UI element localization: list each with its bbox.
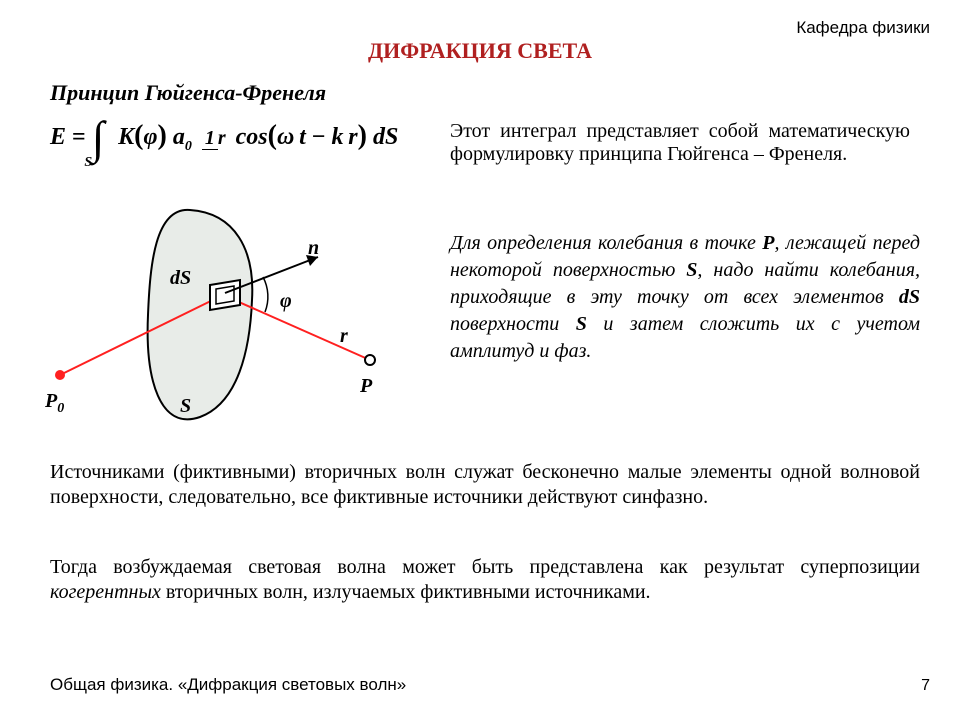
txt: вторичных волн, излучаемых фиктивными ис…: [161, 581, 651, 603]
dS: dS: [373, 124, 398, 150]
footer-text: Общая физика. «Дифракция световых волн»: [50, 675, 406, 695]
page-title: ДИФРАКЦИЯ СВЕТА: [0, 38, 960, 64]
r2: r: [348, 124, 357, 150]
angle-phi: [263, 277, 268, 312]
point-p0: [55, 370, 65, 380]
label-s: S: [180, 395, 191, 418]
integral-formula: E = ∫S K(φ) a0 1r cos(ω t − k r) dS: [50, 120, 398, 155]
frac-num: 1: [202, 127, 218, 150]
integral-sub: S: [84, 155, 92, 170]
sym-S: S: [686, 259, 697, 281]
subtitle: Принцип Гюйгенса-Френеля: [50, 80, 326, 106]
integral-sign: ∫: [92, 122, 105, 154]
label-p: P: [360, 375, 372, 398]
paragraph-sources: Источниками (фиктивными) вторичных волн …: [50, 460, 920, 510]
phi: φ: [143, 124, 157, 150]
point-p: [365, 355, 375, 365]
t: t: [299, 124, 306, 150]
header-department: Кафедра физики: [796, 18, 930, 38]
fraction: 1r: [202, 128, 226, 148]
sym-P: P: [762, 232, 774, 254]
frac-den: r: [218, 127, 226, 149]
cos: cos: [236, 124, 268, 150]
eq: =: [72, 124, 92, 150]
paragraph-integral-desc: Этот интеграл представляет собой математ…: [450, 120, 910, 166]
lhs: E: [50, 124, 66, 150]
paragraph-superposition: Тогда возбуждаемая световая волна может …: [50, 555, 920, 605]
a-sub: 0: [185, 139, 192, 154]
txt: Тогда возбуждаемая световая волна может …: [50, 556, 920, 578]
label-n: n: [308, 237, 319, 260]
page-number: 7: [921, 677, 930, 695]
huygens-diagram: P0 S dS n φ r P: [40, 195, 420, 445]
label-r: r: [340, 325, 348, 348]
txt: Для определения колебания в точке: [450, 232, 762, 254]
label-p0: P0: [45, 390, 64, 417]
sym-S2: S: [576, 313, 587, 335]
omega: ω: [277, 124, 294, 150]
em-coherent: когерентных: [50, 581, 161, 603]
paragraph-point-p: Для определения колебания в точке P, леж…: [450, 230, 920, 365]
label-ds: dS: [170, 267, 191, 290]
label-phi: φ: [280, 290, 292, 313]
sym-dS: dS: [899, 286, 920, 308]
diagram-svg: [40, 195, 420, 445]
k: k: [331, 124, 343, 150]
a: a: [173, 124, 185, 150]
wavefront-surface: [148, 210, 253, 419]
txt: поверхности: [450, 313, 576, 335]
K: K: [118, 124, 134, 150]
minus: −: [312, 124, 326, 150]
ds-element: [210, 280, 240, 310]
